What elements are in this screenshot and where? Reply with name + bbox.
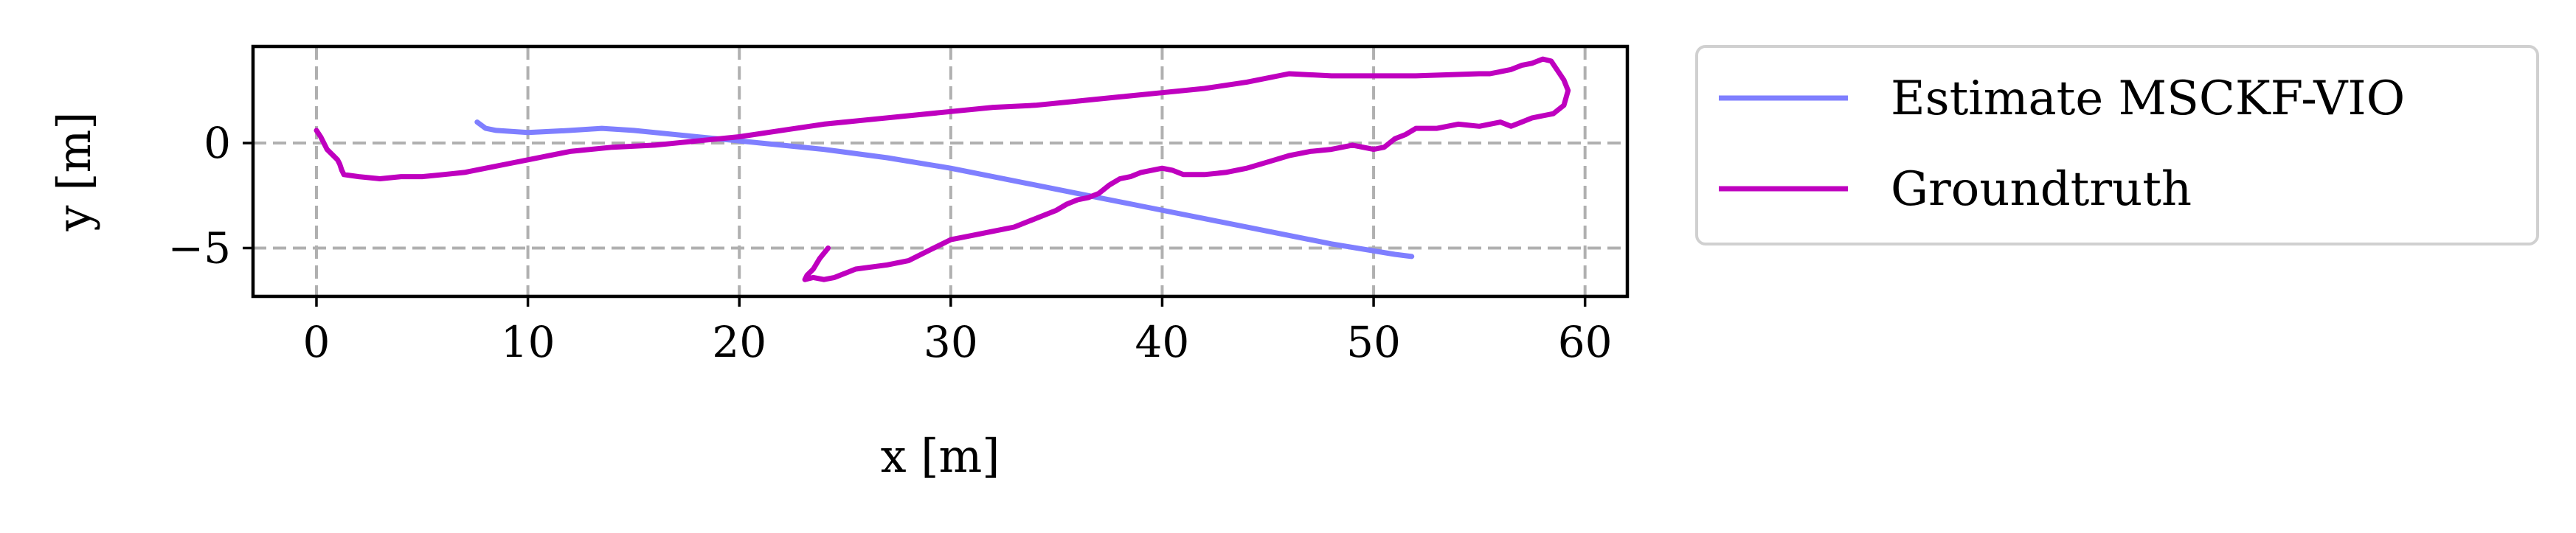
estimate-trajectory-line	[474, 119, 1415, 259]
y-axis-label: y [m]	[47, 112, 101, 232]
x-tick-label: 60	[1558, 317, 1613, 367]
legend: Estimate MSCKF-VIO Groundtruth	[1695, 45, 2539, 245]
legend-label-groundtruth: Groundtruth	[1891, 162, 2192, 217]
x-tick-label: 20	[712, 317, 766, 367]
groundtruth-trajectory-line	[314, 56, 1571, 282]
x-tick-label: 10	[501, 317, 555, 367]
x-axis-label: x [m]	[881, 429, 1000, 483]
grid-layer	[253, 46, 1627, 296]
legend-box	[1695, 45, 2539, 245]
tick-layer: 0 10 20 30 40 50 60 0 −5	[168, 118, 1613, 367]
legend-label-estimate: Estimate MSCKF-VIO	[1891, 72, 2405, 126]
x-tick-label: 40	[1135, 317, 1190, 367]
series-layer	[314, 56, 1571, 282]
y-tick-label: 0	[204, 118, 231, 168]
y-tick-label: −5	[168, 223, 232, 273]
x-tick-label: 30	[924, 317, 978, 367]
plot-frame	[251, 44, 1630, 299]
x-tick-label: 0	[303, 317, 330, 367]
x-tick-label: 50	[1346, 317, 1401, 367]
